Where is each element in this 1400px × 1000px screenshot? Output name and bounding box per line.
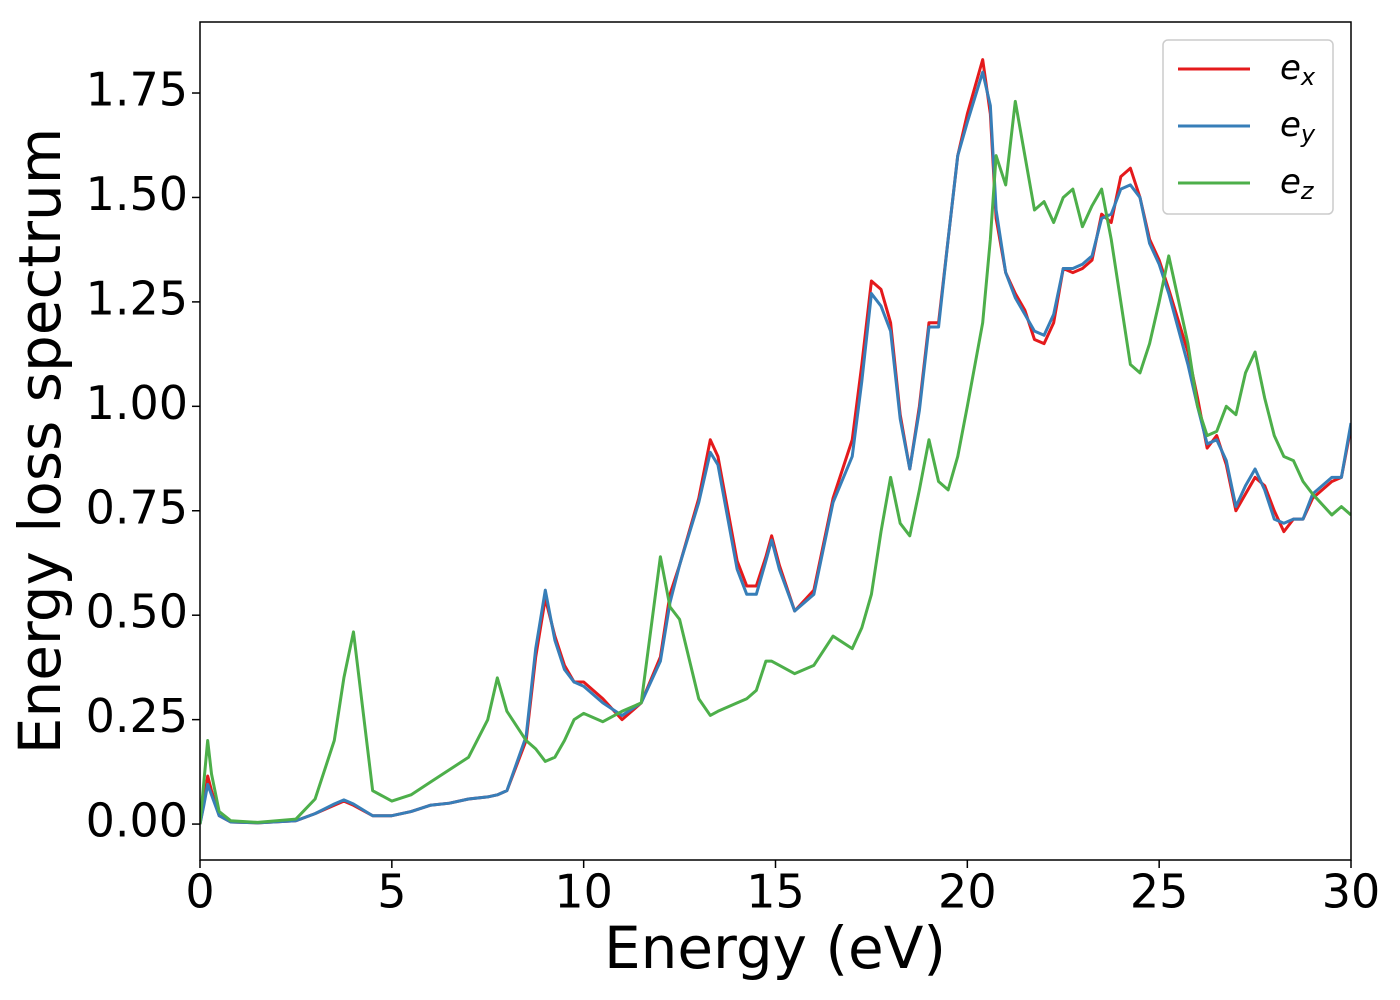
y-tick-label: 1.75 — [86, 63, 188, 117]
legend-label: ex — [1280, 48, 1316, 92]
x-tick-label: 15 — [746, 865, 805, 919]
x-tick-label: 0 — [185, 865, 214, 919]
y-tick-label: 1.50 — [86, 167, 188, 221]
y-tick-label: 1.25 — [86, 271, 188, 325]
series-line — [200, 70, 1351, 825]
y-tick-label: 0.00 — [86, 794, 188, 848]
y-axis-label: Energy loss spectrum — [6, 128, 74, 754]
series-line — [200, 99, 1351, 825]
x-tick-label: 20 — [938, 865, 997, 919]
legend-label: ey — [1280, 105, 1316, 149]
y-tick-label: 0.50 — [86, 585, 188, 639]
x-tick-label: 25 — [1130, 865, 1189, 919]
y-tick-label: 0.25 — [86, 689, 188, 743]
legend-label: ez — [1280, 162, 1315, 206]
y-tick-label: 1.00 — [86, 376, 188, 430]
y-tick-label: 0.75 — [86, 480, 188, 534]
x-tick-label: 30 — [1322, 865, 1381, 919]
x-tick-label: 5 — [377, 865, 406, 919]
plot-frame — [199, 21, 1352, 861]
x-tick-label: 10 — [554, 865, 613, 919]
x-axis-label: Energy (eV) — [604, 914, 946, 982]
